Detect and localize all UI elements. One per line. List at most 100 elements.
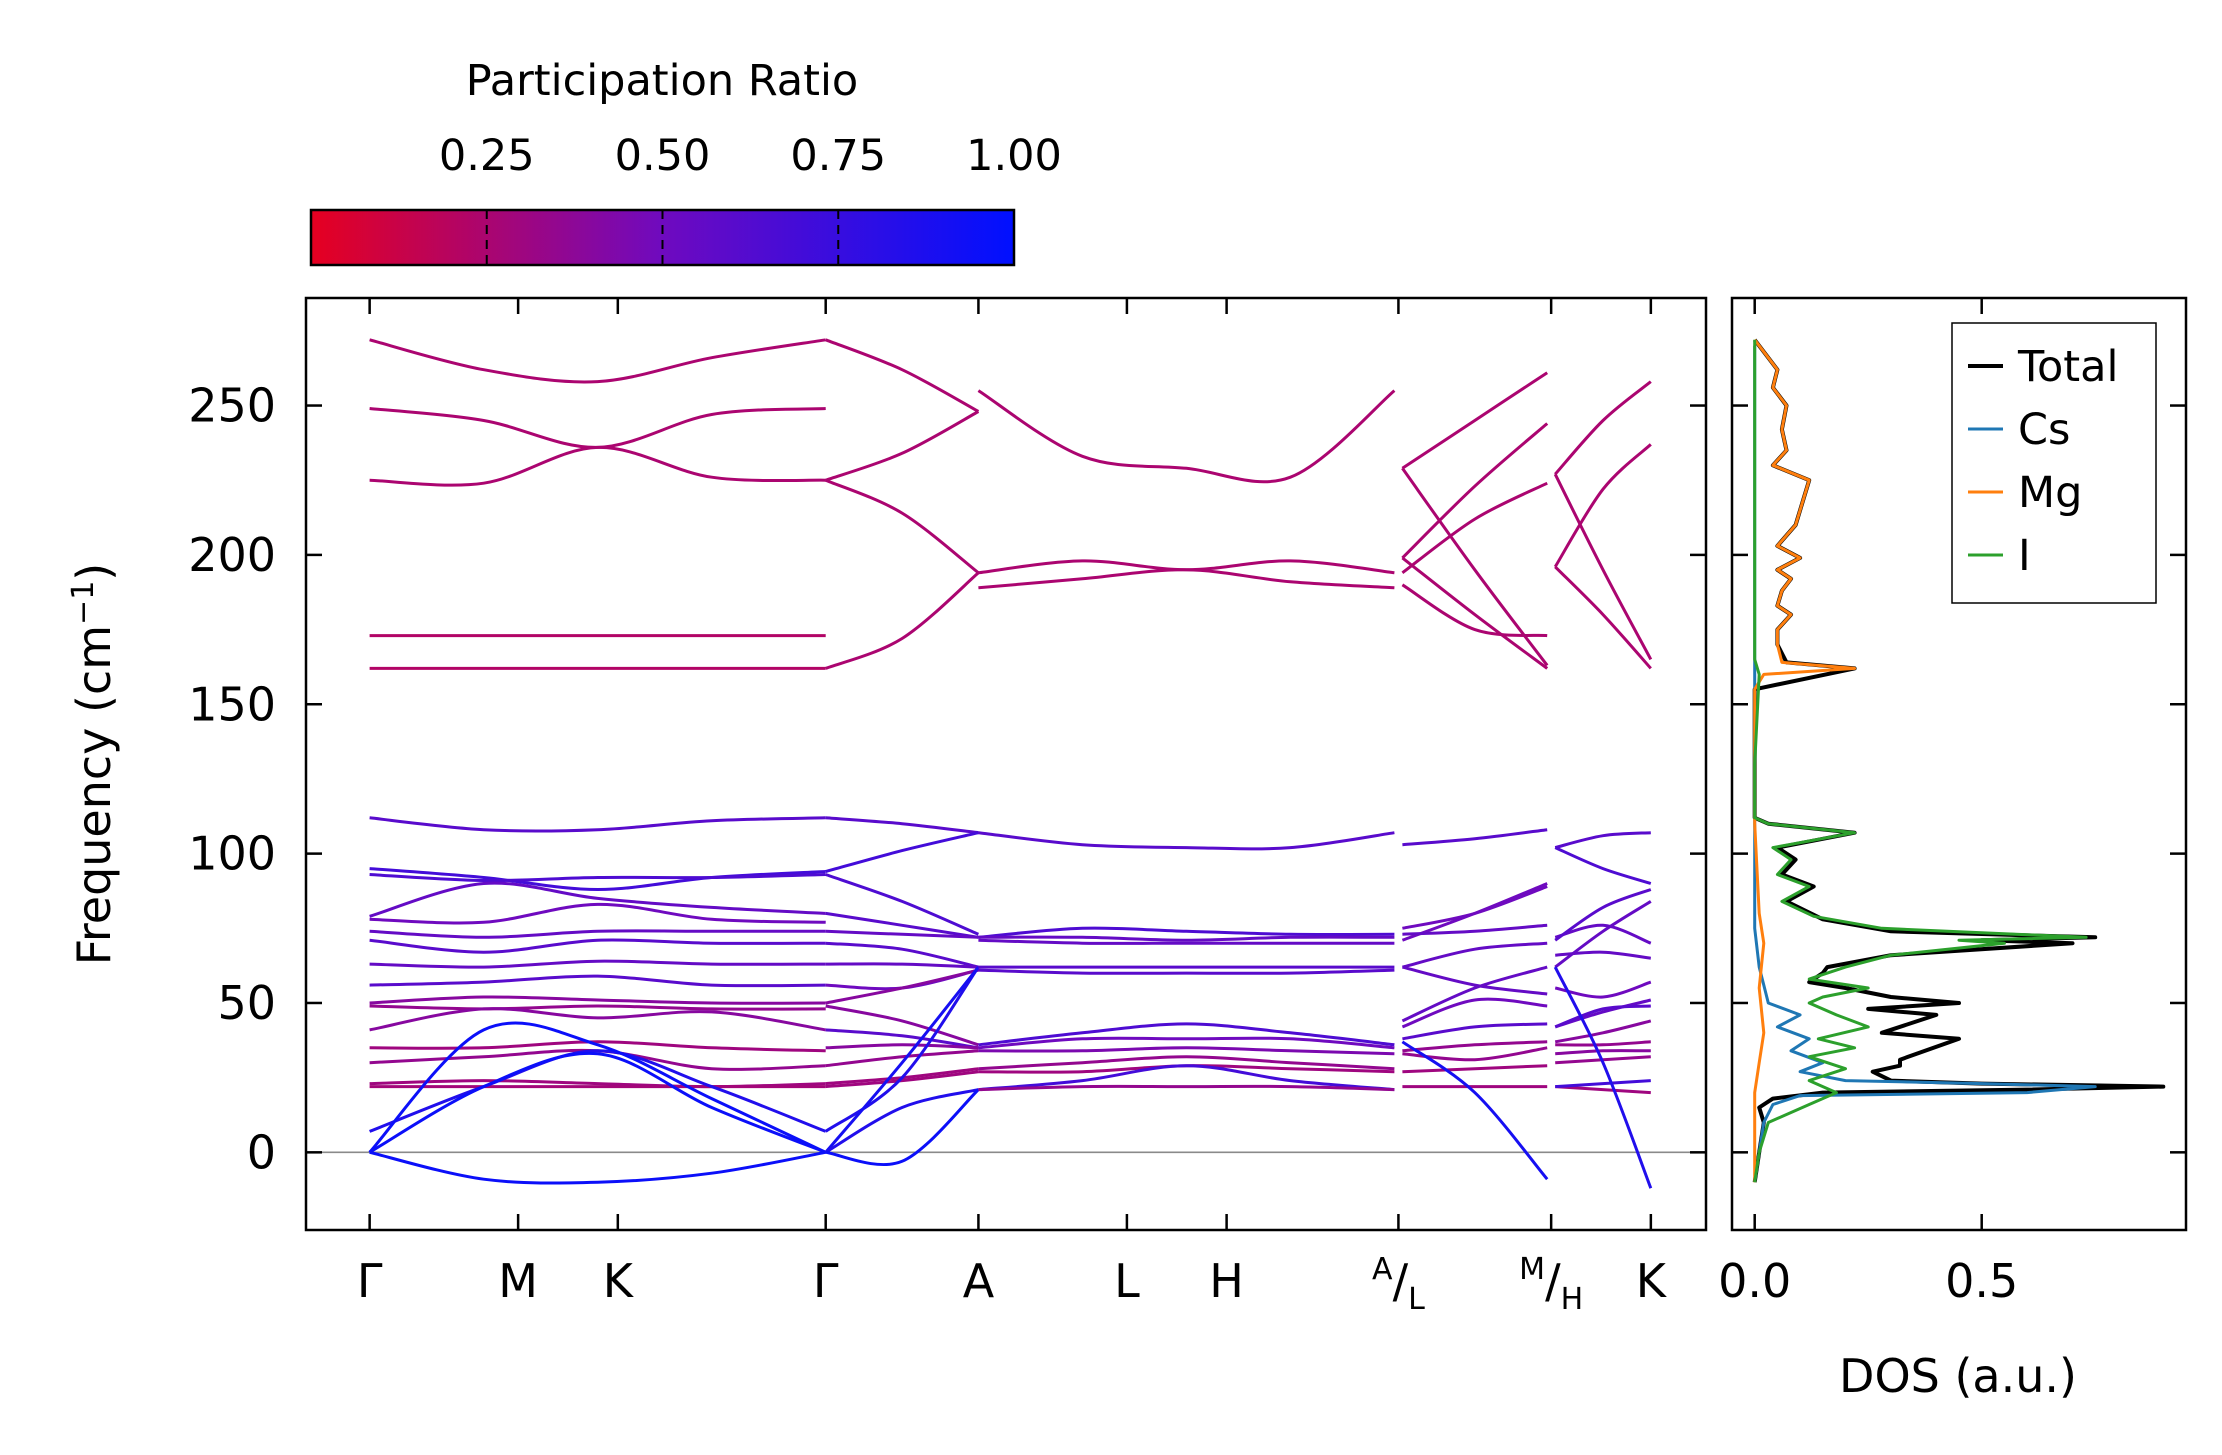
x-axis-label-dos: DOS (a.u.): [1839, 1349, 2077, 1403]
phonon-band: [1554, 888, 1652, 942]
phonon-band: [369, 338, 826, 384]
phonon-band: [1554, 831, 1651, 850]
colorbar-ticks: 0.25 0.50 0.75 1.00: [439, 131, 1062, 181]
y-tick-label: 250: [188, 379, 276, 433]
phonon-band: [1401, 965, 1548, 1023]
phonon-band: [1401, 422, 1549, 559]
colorbar-tick-label: 0.50: [615, 131, 711, 181]
phonon-band: [1402, 828, 1548, 847]
phonon-band: [369, 1007, 826, 1032]
phonon-band: [1554, 980, 1652, 999]
phonon-band: [369, 902, 826, 925]
legend-label: Cs: [2018, 405, 2070, 455]
phonon-band: [1554, 846, 1652, 885]
phonon-band: [368, 1051, 827, 1154]
dos-lines: [1752, 338, 2166, 1183]
y-tick-label: 0: [247, 1125, 276, 1179]
legend-label: Total: [2017, 342, 2118, 392]
phonon-band: [369, 816, 826, 833]
phonon-band: [978, 926, 1395, 939]
phonon-band: [1401, 467, 1549, 667]
phonon-band: [369, 929, 826, 939]
dos-series-i: [1753, 339, 2088, 1183]
phonon-band: [369, 974, 826, 988]
phonon-band: [978, 1036, 1395, 1050]
phonon-band: [825, 1049, 979, 1068]
x-tick-label: K: [603, 1254, 635, 1308]
phonon-band: [825, 1004, 979, 1047]
colorbar: Participation Ratio 0.25 0.50 0.75 1.00: [309, 56, 1062, 267]
dos-panel: 0.0 0.5 DOS (a.u.) Total Cs Mg I: [1718, 296, 2188, 1403]
phonon-band: [369, 1040, 826, 1053]
x-tick-label: H: [1209, 1254, 1244, 1308]
x-tick-label: Γ: [357, 1254, 383, 1308]
x-tick-label: M/H: [1519, 1252, 1583, 1317]
phonon-band: [1554, 998, 1652, 1029]
colorbar-tick-label: 0.75: [790, 131, 886, 181]
phonon-band: [825, 1028, 979, 1050]
x-tick-label: Γ: [813, 1254, 839, 1308]
y-tick-label: 50: [217, 976, 276, 1030]
phonon-band: [369, 1004, 826, 1011]
band-axes: 0 50 100 150 200 250 Γ M K Γ A L H A/L M/H K: [188, 298, 1706, 1317]
phonon-band: [1401, 997, 1548, 1029]
phonon-band: [978, 1064, 1395, 1092]
phonon-band: [1553, 443, 1652, 568]
dos-axes: 0.0 0.5: [1718, 298, 2186, 1308]
y-tick-label: 100: [188, 827, 276, 881]
phonon-band: [1401, 556, 1549, 670]
legend-label: I: [2018, 531, 2031, 581]
phonon-band: [1554, 1019, 1652, 1044]
colorbar-tick-label: 1.00: [966, 131, 1062, 181]
phonon-band: [1554, 900, 1652, 969]
phonon-band: [825, 478, 980, 574]
phonon-band: [1401, 481, 1548, 575]
phonon-band: [825, 962, 979, 969]
phonon-band: [1402, 965, 1548, 996]
phonon-band: [369, 867, 826, 892]
phonon-band: [978, 1084, 1395, 1092]
phonon-band: [825, 968, 979, 1005]
phonon-band: [825, 911, 979, 939]
x-tick-label: K: [1636, 1254, 1668, 1308]
phonon-band: [825, 929, 979, 939]
phonon-band: [1555, 1085, 1651, 1095]
y-tick-label: 150: [188, 677, 276, 731]
phonon-band: [825, 816, 979, 835]
phonon-band: [1555, 1049, 1651, 1056]
phonon-band: [369, 873, 826, 883]
phonon-band: [1402, 1022, 1548, 1041]
phonon-band: [368, 1021, 827, 1154]
legend: Total Cs Mg I: [1951, 322, 2157, 604]
phonon-band: [825, 941, 979, 969]
y-tick-label: 200: [188, 528, 276, 582]
phonon-band: [1401, 371, 1549, 470]
phonon-band: [978, 935, 1395, 942]
phonon-band: [369, 995, 826, 1005]
x-tick-label: A: [963, 1254, 995, 1308]
phonon-band: [1554, 1004, 1651, 1029]
phonon-band: [1402, 885, 1548, 930]
phonon-band: [1553, 473, 1653, 661]
phonon-band: [369, 1049, 827, 1133]
phonon-band: [825, 338, 980, 413]
band-frame: [304, 296, 1708, 1232]
phonon-band: [825, 1070, 979, 1089]
phonon-band: [978, 831, 1395, 851]
phonon-band: [825, 968, 979, 991]
phonon-band: [1555, 950, 1651, 960]
phonon-band: [824, 1088, 979, 1154]
phonon-band: [978, 938, 1395, 945]
phonon-band: [825, 1088, 980, 1167]
colorbar-title: Participation Ratio: [466, 56, 859, 106]
phonon-band: [825, 831, 979, 873]
phonon-band: [978, 1055, 1395, 1071]
dos-series-mg: [1753, 338, 1857, 1183]
phonon-band: [825, 873, 979, 936]
legend-label: Mg: [2018, 468, 2082, 518]
x-tick-label: L: [1114, 1254, 1140, 1308]
phonon-band: [825, 410, 980, 482]
phonon-band: [1554, 380, 1652, 476]
phonon-band: [1401, 583, 1548, 638]
